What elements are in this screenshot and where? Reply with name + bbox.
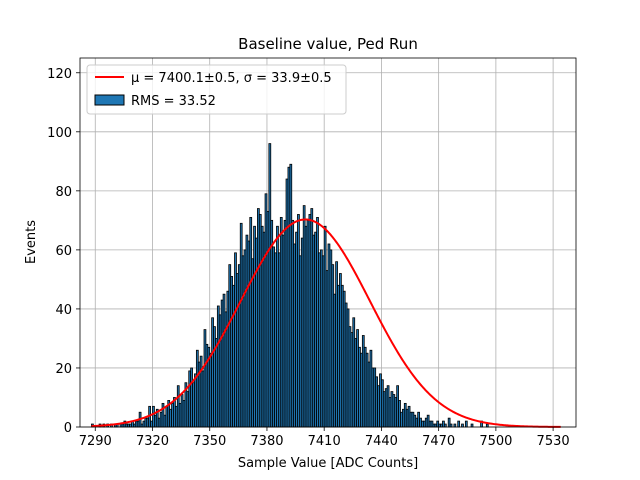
x-tick-label: 7500	[479, 434, 512, 449]
legend-hist-label: RMS = 33.52	[131, 94, 216, 109]
x-axis-label: Sample Value [ADC Counts]	[238, 456, 418, 471]
histogram-bar	[485, 423, 489, 428]
legend-box	[86, 64, 347, 115]
x-tick-label: 7290	[79, 434, 112, 449]
x-tick-label: 7470	[422, 434, 455, 449]
y-tick-label: 40	[55, 303, 72, 318]
histogram-bar	[449, 423, 453, 428]
x-tick-label: 7380	[250, 434, 283, 449]
y-axis-ticks: 0 20 40 60 80 100 120	[47, 67, 80, 436]
x-axis-ticks: 7290 7320 7350 7380 7410 7440 7470 7500 7530	[79, 427, 570, 449]
x-tick-label: 7440	[365, 434, 398, 449]
histogram-bars	[91, 143, 489, 428]
histogram-bar	[457, 420, 461, 428]
x-tick-label: 7350	[193, 434, 226, 449]
histogram-bar	[453, 423, 457, 428]
x-tick-label: 7320	[136, 434, 169, 449]
histogram-bar	[464, 420, 468, 428]
y-tick-label: 20	[55, 362, 72, 377]
y-tick-label: 60	[55, 244, 72, 259]
histogram-bar	[443, 423, 447, 428]
y-tick-label: 0	[64, 421, 72, 436]
y-tick-label: 100	[47, 126, 72, 141]
y-tick-label: 120	[47, 67, 72, 82]
histogram-bar	[470, 423, 474, 428]
plot-frame	[79, 57, 577, 428]
legend-hist-swatch	[94, 94, 125, 106]
legend: μ = 7400.1±0.5, σ = 33.9±0.5 RMS = 33.52	[86, 64, 347, 115]
gaussian-fit-line	[91, 218, 561, 428]
histogram-bar	[461, 423, 464, 428]
y-tick-label: 80	[55, 185, 72, 200]
x-tick-label: 7410	[308, 434, 341, 449]
y-axis-label: Events	[24, 220, 39, 264]
chart-title: Baseline value, Ped Run	[238, 35, 418, 53]
x-tick-label: 7530	[537, 434, 570, 449]
legend-fit-label: μ = 7400.1±0.5, σ = 33.9±0.5	[131, 71, 332, 86]
